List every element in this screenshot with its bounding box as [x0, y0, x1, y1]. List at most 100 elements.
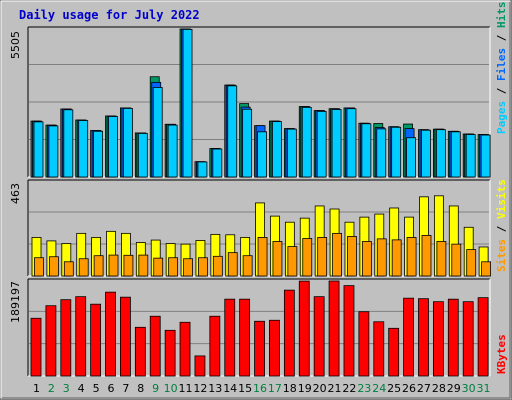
sites-bar	[138, 254, 149, 277]
kbytes-bar	[30, 317, 42, 377]
sites-bar	[436, 241, 447, 277]
chart-title: Daily usage for July 2022	[19, 8, 200, 22]
x-tick-label: 2	[48, 382, 55, 395]
kbytes-bar	[373, 321, 385, 377]
pages-bar	[242, 108, 253, 178]
kbytes-bar	[343, 285, 355, 377]
sites-bar	[376, 238, 387, 277]
pages-bar	[33, 121, 44, 178]
x-tick-label: 10	[164, 382, 178, 395]
sites-bar	[34, 257, 44, 277]
sites-bar	[183, 258, 193, 277]
pages-bar	[435, 129, 446, 178]
legend-separator: /	[495, 219, 508, 239]
kbytes-bar	[179, 321, 191, 377]
kbytes-bar	[298, 280, 310, 377]
kbytes-bar	[239, 298, 251, 377]
kbytes-bar	[75, 296, 87, 377]
sites-bar	[49, 256, 59, 277]
pages-bar	[391, 126, 402, 178]
sites-bar	[451, 243, 462, 277]
x-tick-label: 27	[417, 382, 431, 395]
sites-bar	[227, 252, 238, 277]
kbytes-bar	[60, 299, 72, 377]
panel3-max-label: 189197	[9, 281, 22, 323]
x-tick-label: 8	[137, 382, 144, 395]
kbytes-bar	[388, 327, 400, 377]
legend-pages-label: Pages	[495, 101, 508, 134]
visits-sites-panel	[27, 179, 491, 277]
legend-separator: /	[495, 28, 508, 48]
sites-bar	[361, 241, 372, 277]
x-tick-label: 20	[313, 382, 327, 395]
pages-bar	[78, 120, 89, 178]
pages-bar	[167, 124, 178, 178]
kbytes-bar	[477, 297, 489, 377]
panel1-max-label: 5505	[9, 31, 22, 59]
pages-bar	[421, 129, 431, 178]
pages-bar	[376, 128, 387, 178]
sites-bar	[347, 236, 357, 277]
panel3-legend: KBytes	[495, 334, 508, 374]
x-tick-label: 3	[63, 382, 70, 395]
sites-bar	[287, 246, 298, 277]
panel2-max-label: 463	[9, 183, 22, 204]
pages-bar	[257, 131, 267, 178]
sites-bar	[302, 238, 313, 277]
pages-bar	[450, 131, 461, 178]
x-tick-label: 17	[268, 382, 282, 395]
pages-bar	[286, 128, 297, 178]
pages-bar	[465, 134, 476, 178]
pages-bar	[182, 29, 193, 178]
x-tick-label: 30	[462, 382, 476, 395]
x-tick-label: 23	[357, 382, 371, 395]
kbytes-bar	[164, 329, 176, 377]
sites-bar	[63, 261, 74, 277]
x-tick-label: 13	[208, 382, 222, 395]
x-tick-label: 14	[223, 382, 237, 395]
sites-bar	[108, 254, 119, 277]
x-tick-label: 21	[328, 382, 342, 395]
kbytes-bar	[134, 326, 146, 377]
pages-bar	[108, 116, 118, 178]
legend-text: Sites / Visits	[495, 179, 508, 272]
pages-bar	[63, 109, 74, 178]
pages-bar	[137, 133, 148, 178]
pages-bar	[331, 109, 342, 178]
kbytes-bar	[194, 355, 206, 377]
pages-bar	[197, 161, 208, 178]
legend-text: KBytes	[495, 334, 508, 374]
x-tick-label: 22	[342, 382, 356, 395]
pages-bar	[406, 137, 416, 178]
x-axis-labels: 1 2 3 4 5 6 7 8 9 10 11 12 13 14 15 16 17 18 19 20 21 22 23 24 2…	[33, 382, 491, 395]
kbytes-bar	[403, 297, 414, 377]
kbytes-bar	[149, 315, 161, 377]
kbytes-bar	[418, 298, 429, 377]
sites-bar	[153, 257, 164, 277]
pages-bar	[361, 123, 372, 178]
panel2-legend: Sites / Visits	[495, 179, 508, 272]
kbytes-bar	[224, 298, 236, 377]
x-tick-label: 4	[78, 382, 85, 395]
x-tick-label: 18	[283, 382, 297, 395]
sites-bar	[78, 258, 89, 277]
kbytes-bar	[313, 296, 325, 377]
x-tick-label: 6	[107, 382, 114, 395]
kbytes-bar	[120, 296, 131, 377]
kbytes-bar	[328, 280, 340, 377]
pages-bar	[346, 108, 357, 178]
kbytes-bar	[358, 311, 370, 377]
sites-bar	[481, 261, 491, 277]
pages-bar	[316, 111, 327, 178]
pages-bar	[227, 85, 238, 178]
kbytes-bar	[209, 315, 221, 377]
x-tick-label: 28	[432, 382, 446, 395]
x-tick-label: 5	[93, 382, 100, 395]
kbytes-bar	[447, 298, 459, 377]
x-tick-label: 19	[298, 382, 312, 395]
kbytes-bar	[90, 303, 102, 377]
x-tick-label: 31	[477, 382, 491, 395]
legend-visits-label: Visits	[495, 179, 508, 219]
sites-bar	[93, 255, 104, 277]
